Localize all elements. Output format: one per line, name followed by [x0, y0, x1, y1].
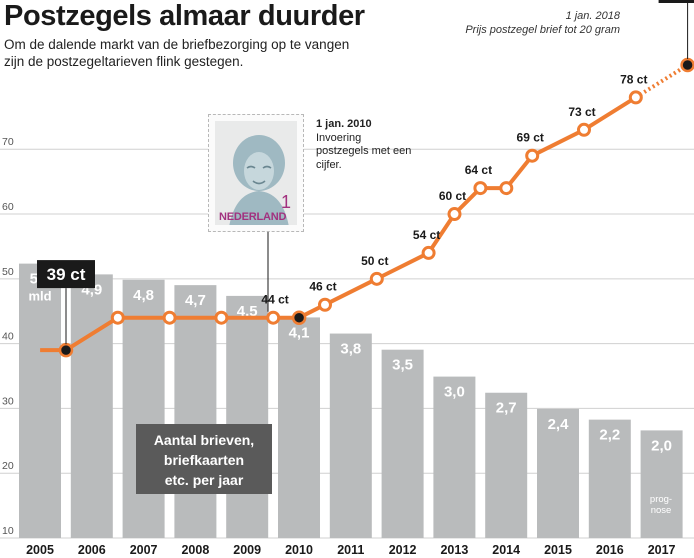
note-2018-date: 1 jan. 2018: [565, 10, 620, 22]
bar-2007: [122, 279, 165, 538]
bar-unit-label: mld: [28, 289, 51, 304]
price-label: 69 ct: [517, 131, 544, 145]
x-tick-label: 2012: [389, 543, 417, 557]
price-label: 64 ct: [465, 163, 492, 177]
y-tick-label: 20: [2, 460, 14, 472]
y-tick-label: 40: [2, 331, 14, 343]
bar-label: 4,5: [237, 303, 258, 320]
bar-2005: [19, 263, 61, 538]
price-label: 46 ct: [309, 280, 336, 294]
x-tick-label: 2010: [285, 543, 313, 557]
x-tick-label: 2016: [596, 543, 624, 557]
price-line-forecast: [634, 63, 689, 100]
price-label: 78 ct: [620, 72, 647, 86]
prognose-line-1: prog-: [649, 494, 673, 505]
price-label: 50 ct: [361, 254, 388, 268]
bar-label: 2,2: [599, 427, 620, 444]
price-point-key: [58, 342, 74, 358]
bar-label: 4,1: [289, 324, 310, 341]
note-2018-desc: Prijs postzegel brief tot 20 gram: [465, 24, 620, 36]
bar-2016: [588, 419, 631, 538]
bar-label: 2,4: [548, 416, 570, 433]
prognose-note: prog- nose: [644, 494, 678, 516]
stamp-country: NEDERLAND: [219, 211, 287, 223]
bar-2009: [226, 295, 269, 538]
price-label-boxed: 39 ct: [47, 265, 86, 284]
price-point: [525, 148, 540, 163]
y-tick-label: 30: [2, 395, 14, 407]
price-point: [162, 310, 177, 325]
bar-2013: [433, 376, 476, 538]
x-tick-label: 2013: [440, 543, 468, 557]
callout-box: [658, 0, 694, 3]
bar-2008: [174, 285, 217, 538]
bar-label: 3,8: [340, 341, 361, 358]
note-2010: 1 jan. 2010 Invoering postzegels met een…: [316, 118, 416, 172]
price-point: [110, 310, 125, 325]
price-point: [499, 181, 514, 196]
portrait-icon: [229, 135, 289, 225]
bar-label: 4,7: [185, 292, 206, 309]
x-tick-label: 2007: [130, 543, 158, 557]
price-point: [369, 271, 384, 286]
stamp-value: 1: [280, 192, 291, 212]
price-label: 73 ct: [568, 105, 595, 119]
x-tick-label: 2017: [648, 543, 676, 557]
price-point: [473, 181, 488, 196]
note-2010-date: 1 jan. 2010: [316, 118, 372, 130]
bar-2014: [485, 392, 528, 538]
y-tick-label: 70: [2, 136, 14, 148]
y-tick-label: 50: [2, 266, 14, 278]
price-label: 54 ct: [413, 228, 440, 242]
prognose-line-2: nose: [650, 505, 672, 516]
price-point: [628, 90, 643, 105]
bar-label: 4,8: [133, 287, 154, 304]
callout-box: [37, 260, 95, 289]
legend-line-3: etc. per jaar: [164, 472, 244, 488]
bar-label: 2,0: [651, 437, 672, 454]
chart-subtitle: Om de dalende markt van de briefbezorgin…: [4, 37, 350, 69]
x-tick-label: 2008: [181, 543, 209, 557]
bar-label: 3,5: [392, 357, 413, 374]
stamp-portrait: 1 NEDERLAND: [215, 121, 297, 225]
x-tick-label: 2015: [544, 543, 572, 557]
price-point: [214, 310, 229, 325]
x-tick-label: 2006: [78, 543, 106, 557]
price-point: [421, 245, 436, 260]
bar-2015: [537, 408, 579, 538]
note-2018: 1 jan. 2018 Prijs postzegel brief tot 20…: [465, 9, 620, 37]
bar-2017: [640, 430, 683, 538]
bar-label: 3,0: [444, 384, 465, 401]
price-point: [266, 310, 281, 325]
note-2010-desc: Invoering postzegels met een cijfer.: [316, 131, 412, 171]
price-label: 44 ct: [261, 293, 288, 307]
legend-line-1: Aantal brieven,: [153, 432, 255, 448]
price-point: [577, 122, 591, 137]
legend-box: Aantal brieven, briefkaarten etc. per ja…: [136, 424, 272, 494]
price-label: 60 ct: [439, 189, 466, 203]
price-point-key: [680, 57, 694, 73]
bar-label: 2,7: [496, 400, 517, 417]
bar-2011: [329, 333, 372, 538]
legend-line-2: briefkaarten: [163, 452, 245, 468]
bar-2006: [70, 274, 113, 538]
y-tick-label: 60: [2, 201, 14, 213]
price-point-key: [291, 310, 307, 325]
price-point: [318, 297, 332, 312]
y-tick-label: 10: [2, 525, 14, 537]
chart-title: Postzegels almaar duurder: [4, 0, 365, 32]
x-tick-label: 2011: [337, 543, 364, 557]
x-tick-label: 2005: [26, 543, 54, 557]
bar-2010: [278, 317, 320, 538]
bar-2012: [381, 349, 424, 538]
stamp-image: 1 NEDERLAND: [208, 114, 304, 232]
x-tick-label: 2014: [492, 543, 520, 557]
price-line: [40, 95, 637, 353]
price-point: [447, 207, 462, 222]
x-tick-label: 2009: [233, 543, 261, 557]
